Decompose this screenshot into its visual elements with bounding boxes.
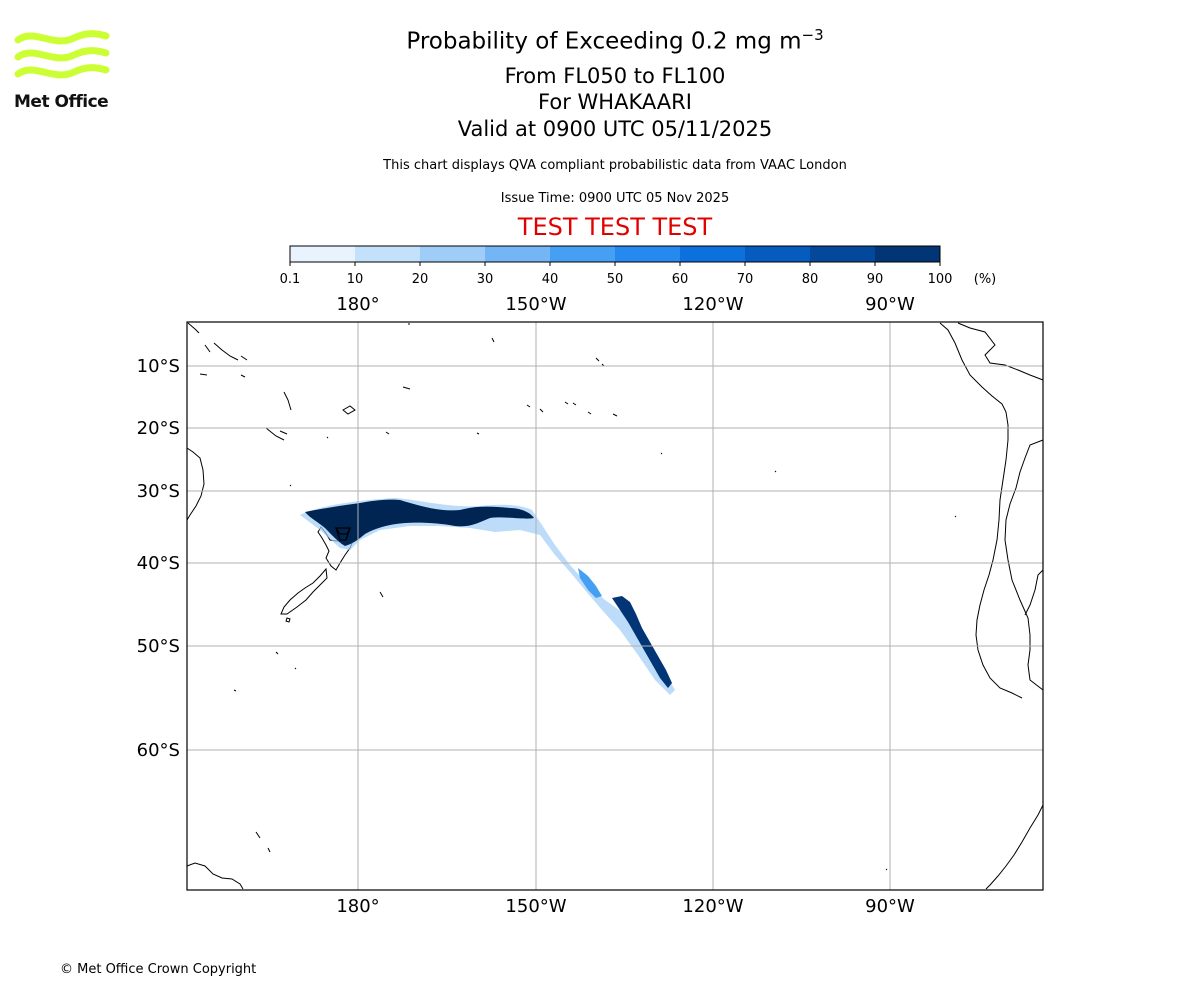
lat-label: 60°S bbox=[137, 740, 180, 761]
colorbar-tick-label: 50 bbox=[607, 272, 624, 287]
colorbar-tick-label: 100 bbox=[928, 272, 953, 287]
title-superscript: −3 bbox=[801, 26, 824, 44]
colorbar-tick-label: 70 bbox=[737, 272, 754, 287]
colorbar-tick-label: 90 bbox=[867, 272, 884, 287]
lat-label: 20°S bbox=[137, 418, 180, 439]
map-frame bbox=[186, 321, 1044, 891]
logo-text: Met Office bbox=[14, 92, 109, 112]
coastline-antarctica-west bbox=[186, 862, 244, 890]
issue-time: Issue Time: 0900 UTC 05 Nov 2025 bbox=[500, 191, 730, 206]
coastline-nz-south-island bbox=[280, 567, 328, 615]
colorbar-box bbox=[745, 246, 811, 262]
lat-label: 10°S bbox=[137, 356, 180, 377]
copyright-text: © Met Office Crown Copyright bbox=[60, 962, 257, 977]
colorbar-box bbox=[550, 246, 616, 262]
ash-plume bbox=[300, 498, 675, 695]
coastline-south-america-east bbox=[1004, 439, 1044, 691]
subtitle-valid-time: Valid at 0900 UTC 05/11/2025 bbox=[457, 117, 773, 141]
coastline-pacific-islands bbox=[187, 322, 618, 441]
lat-label: 40°S bbox=[137, 553, 180, 574]
lat-label: 30°S bbox=[137, 481, 180, 502]
colorbar-tick-label: 30 bbox=[477, 272, 494, 287]
plume-core-main bbox=[305, 499, 534, 546]
colorbar-boxes bbox=[290, 246, 941, 262]
gridlines bbox=[187, 322, 1043, 890]
colorbar-unit: (%) bbox=[974, 272, 997, 287]
plume-core-southeast bbox=[612, 596, 672, 688]
subtitle-volcano: For WHAKAARI bbox=[538, 90, 692, 114]
colorbar-tick-label: 20 bbox=[412, 272, 429, 287]
colorbar-box bbox=[355, 246, 421, 262]
plume-streak-mid bbox=[578, 568, 602, 598]
colorbar-box bbox=[290, 246, 356, 262]
title-text: Probability of Exceeding 0.2 mg m bbox=[406, 28, 802, 55]
coastline-small-islands bbox=[233, 436, 957, 871]
subtitle-levels: From FL050 to FL100 bbox=[504, 64, 726, 88]
disclaimer-text: This chart displays QVA compliant probab… bbox=[383, 158, 847, 173]
lon-label-top: 90°W bbox=[865, 294, 915, 315]
colorbar-box bbox=[485, 246, 551, 262]
coastline-antarctic-peninsula bbox=[985, 804, 1044, 890]
met-office-waves-icon bbox=[14, 30, 110, 79]
volcano-marker-icon bbox=[334, 527, 352, 541]
lon-label-top: 150°W bbox=[505, 294, 566, 315]
met-office-logo: Met Office bbox=[14, 30, 114, 115]
colorbar-tick-label: 60 bbox=[672, 272, 689, 287]
lon-label-bottom: 180° bbox=[336, 896, 379, 917]
colorbar: 0.1 10 20 30 40 50 60 70 80 90 100 (%) bbox=[280, 245, 997, 287]
coastline-argentina-coast bbox=[1024, 569, 1044, 616]
colorbar-ticks: 0.1 10 20 30 40 50 60 70 80 90 100 bbox=[280, 262, 953, 287]
colorbar-tick-label: 10 bbox=[347, 272, 364, 287]
coastlines bbox=[186, 322, 1044, 890]
lon-label-bottom: 120°W bbox=[682, 896, 743, 917]
lon-label-bottom: 90°W bbox=[865, 896, 915, 917]
lon-label-bottom: 150°W bbox=[505, 896, 566, 917]
colorbar-box bbox=[875, 246, 941, 262]
colorbar-tick-label: 40 bbox=[542, 272, 559, 287]
lat-label: 50°S bbox=[137, 636, 180, 657]
colorbar-box bbox=[810, 246, 876, 262]
colorbar-box bbox=[420, 246, 486, 262]
coastline-south-america-west bbox=[939, 322, 1023, 699]
lon-labels-top: 180° 150°W 120°W 90°W bbox=[336, 294, 915, 315]
test-banner: TEST TEST TEST bbox=[517, 213, 713, 241]
lon-labels-bottom: 180° 150°W 120°W 90°W bbox=[336, 896, 915, 917]
coastline-stewart-island bbox=[285, 617, 291, 623]
colorbar-box bbox=[615, 246, 681, 262]
lat-labels: 10°S 20°S 30°S 40°S 50°S 60°S bbox=[137, 356, 180, 761]
chart-title: Probability of Exceeding 0.2 mg m−3 bbox=[0, 26, 1200, 55]
coastline-australia bbox=[186, 447, 205, 521]
colorbar-tick-label: 80 bbox=[802, 272, 819, 287]
lon-label-top: 120°W bbox=[682, 294, 743, 315]
coastline-south-america-north bbox=[957, 322, 1044, 381]
colorbar-tick-label: 0.1 bbox=[280, 272, 301, 287]
lon-label-top: 180° bbox=[336, 294, 379, 315]
colorbar-box bbox=[680, 246, 746, 262]
